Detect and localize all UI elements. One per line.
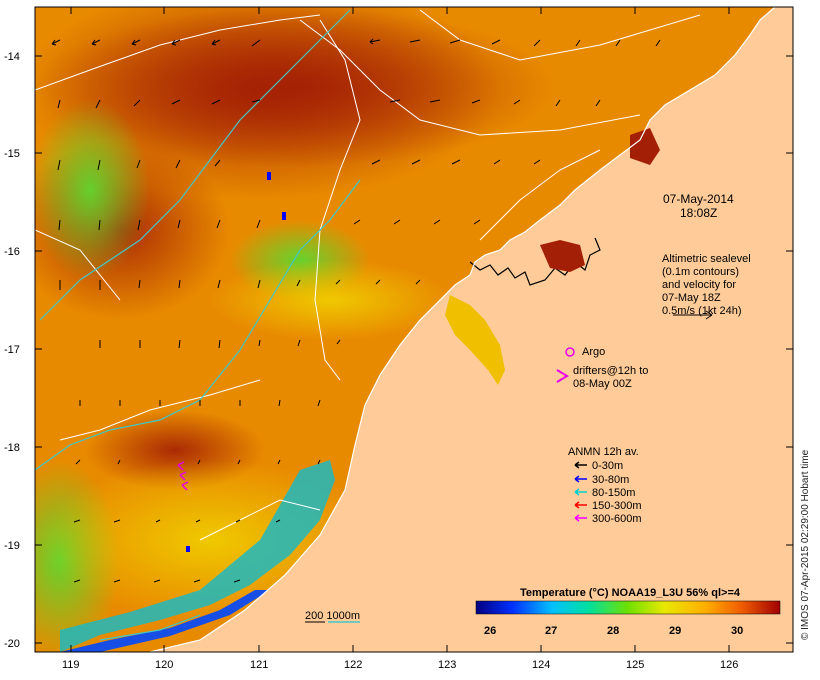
drifters-label: 08-May 00Z [573, 378, 632, 390]
anmn-legend-item: 80-150m [574, 487, 635, 499]
lat-tick-label: -20 [4, 638, 20, 650]
altimetry-line: 07-May 18Z [662, 292, 721, 304]
coast-detail [469, 237, 601, 286]
drifter-track [177, 461, 189, 491]
timestamp-time: 18:08Z [680, 206, 717, 220]
colorbar-tick: 30 [731, 625, 743, 637]
drifters-label: drifters@12h to [573, 365, 648, 377]
anmn-legend-item: 0-30m [574, 460, 623, 472]
lat-tick-label: -16 [4, 246, 20, 258]
anmn-legend-item: 300-600m [574, 513, 642, 525]
lat-tick-label: -14 [4, 51, 20, 63]
lon-tick-label: 121 [250, 659, 268, 671]
lon-tick-label: 126 [720, 659, 738, 671]
colorbar-tick: 29 [669, 625, 681, 637]
colorbar-tick: 26 [484, 625, 496, 637]
altimetry-note: Altimetric sealevel (0.1m contours) and … [662, 253, 751, 320]
lon-tick-label: 123 [438, 659, 456, 671]
coastal-coldest-strip [60, 590, 270, 652]
warm-coastal-pocket [540, 240, 585, 272]
anmn-legend-label: 80-150m [592, 487, 635, 499]
anmn-legend-item: 30-80m [574, 474, 629, 486]
arrow-red-icon [574, 501, 587, 509]
argo-label: Argo [582, 346, 605, 358]
lon-tick-label: 125 [626, 659, 644, 671]
lon-tick-label: 119 [62, 659, 80, 671]
bathymetry-label: 200 1000m [305, 610, 360, 622]
plot-frame [34, 6, 794, 653]
colorbar-gradient [475, 600, 781, 615]
lat-tick-label: -18 [4, 442, 20, 454]
arrow-magenta-icon [574, 514, 587, 522]
altimetry-line: Altimetric sealevel [662, 253, 751, 265]
arrow-black-icon [574, 461, 587, 469]
lat-tick-label: -19 [4, 540, 20, 552]
argo-marker-icon [565, 347, 575, 357]
velocity-arrows [51, 38, 661, 583]
land-gulf-cutout [445, 295, 505, 385]
lon-tick-label: 122 [344, 659, 362, 671]
colorbar-title: Temperature (°C) NOAA19_L3U 56% ql>=4 [520, 587, 741, 599]
coastline [149, 7, 776, 652]
credit-text: © IMOS 07-Apr-2015 02:29:00 Hobart time [800, 449, 811, 640]
altimetry-line: and velocity for [662, 279, 736, 291]
drifter-marker-icon [556, 369, 569, 383]
coastal-cold-strip [60, 460, 335, 652]
anmn-legend: ANMN 12h av. 0-30m 30-80m 80-150m 150-30… [568, 446, 642, 525]
lon-tick-label: 124 [532, 659, 550, 671]
anmn-mooring-marks [186, 172, 286, 552]
colorbar: Temperature (°C) NOAA19_L3U 56% ql>=4 26… [475, 587, 781, 637]
colorbar-tick: 28 [607, 625, 619, 637]
anmn-legend-title: ANMN 12h av. [568, 446, 639, 458]
lat-tick-label: -15 [4, 148, 20, 160]
warm-coastal-pocket-2 [630, 128, 660, 165]
anmn-legend-label: 0-30m [592, 460, 623, 472]
lat-axis: -14 -15 -16 -17 -18 -19 -20 [4, 51, 793, 650]
arrow-blue-icon [574, 475, 587, 483]
isobath-lines [35, 9, 361, 641]
yellow-band-central [210, 260, 450, 340]
timestamp-date: 07-May-2014 [663, 192, 734, 206]
sealevel-contours [35, 9, 701, 541]
lat-tick-label: -17 [4, 344, 20, 356]
scale-arrow-icon [673, 310, 713, 320]
altimetry-line: (0.1m contours) [662, 266, 739, 278]
lon-tick-label: 120 [155, 659, 173, 671]
arrow-cyan-icon [574, 488, 587, 496]
altimetry-line: 0.5m/s (1kt 24h) [662, 305, 741, 317]
colorbar-tick: 27 [545, 625, 557, 637]
anmn-legend-item: 150-300m [574, 500, 642, 512]
anmn-legend-label: 150-300m [592, 500, 642, 512]
anmn-legend-label: 300-600m [592, 513, 642, 525]
anmn-legend-label: 30-80m [592, 474, 629, 486]
bathymetry-legend: 200 1000m [305, 610, 360, 623]
cool-patch-west [35, 100, 150, 280]
lon-axis: 119 120 121 122 123 124 125 126 [62, 7, 738, 671]
